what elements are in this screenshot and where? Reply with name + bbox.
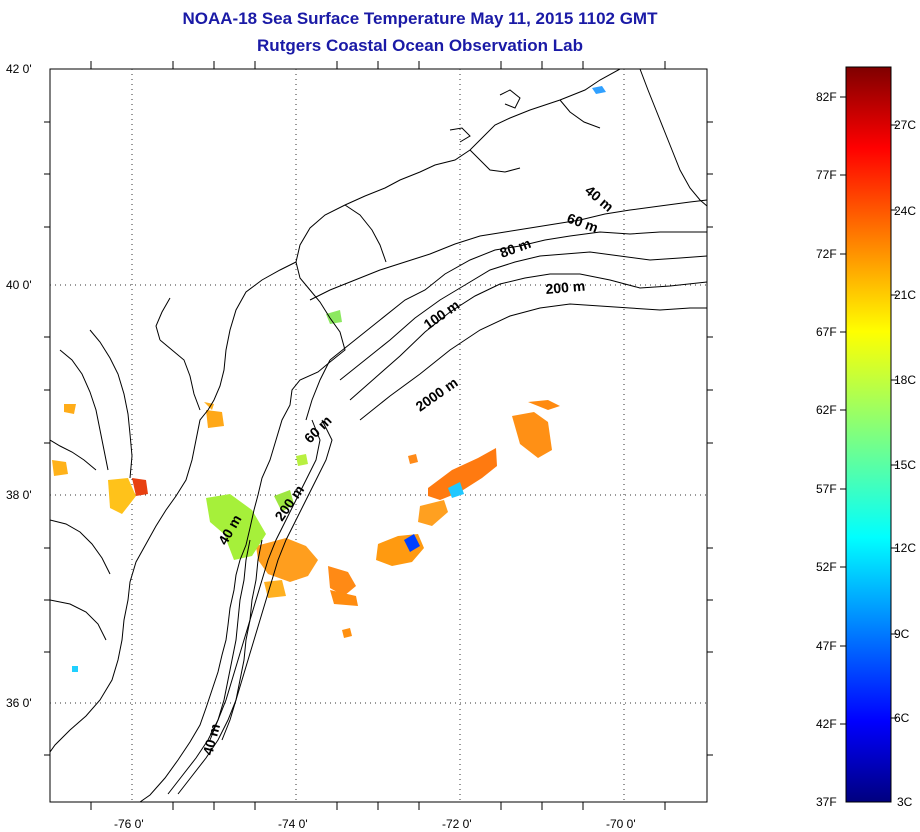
isobath-label-40m-south: 40 m: [199, 722, 223, 757]
sst-patch-delaware: [206, 410, 224, 428]
cb-c-27: 27C: [894, 118, 916, 132]
cb-f-37: 37F: [816, 795, 837, 809]
cb-f-57: 57F: [816, 482, 837, 496]
sst-patch-south-2: [330, 590, 358, 606]
sst-patch-cyan-west: [72, 666, 78, 672]
sst-patch-coast-1: [326, 310, 342, 324]
coastline: [50, 69, 707, 802]
lat-label-36: 36 0': [6, 696, 32, 710]
sst-patch-cape-hatteras: [256, 538, 318, 582]
map-frame: [49, 68, 708, 803]
sst-patch-south-1: [328, 566, 356, 596]
cb-c-18: 18C: [894, 373, 916, 387]
colorbar-celsius-labels: 27C 24C 21C 18C 15C 12C 9C 6C 3C: [894, 118, 916, 809]
cb-c-21: 21C: [894, 288, 916, 302]
lon-label-72: -72 0': [442, 817, 472, 831]
cb-c-12: 12C: [894, 541, 916, 555]
lat-label-42: 42 0': [6, 62, 32, 76]
sst-patch-cool-nj: [206, 494, 266, 560]
sst-patch-west-1: [52, 460, 68, 476]
sst-patch-green-1: [296, 454, 308, 466]
cb-f-62: 62F: [816, 403, 837, 417]
cb-f-82: 82F: [816, 90, 837, 104]
cb-f-42: 42F: [816, 717, 837, 731]
cb-c-15: 15C: [894, 458, 916, 472]
sst-patch-blue: [404, 534, 420, 552]
sst-patch-gulfstream-east: [428, 448, 497, 500]
sst-patch-coast-2: [264, 580, 286, 598]
sst-patch-se-2: [408, 454, 418, 464]
isobaths: [167, 199, 707, 795]
cb-f-52: 52F: [816, 560, 837, 574]
sst-patch-shelfbreak: [418, 500, 448, 526]
cb-c-6: 6C: [894, 711, 910, 725]
colorbar: [845, 66, 892, 803]
sst-patch-ne-corner: [592, 86, 606, 94]
cb-f-47: 47F: [816, 639, 837, 653]
sst-patch-west-2: [64, 404, 76, 414]
sst-patch-cyan: [448, 482, 464, 498]
sst-patches: [52, 86, 606, 672]
lon-label-74: -74 0': [278, 817, 308, 831]
cb-c-24: 24C: [894, 204, 916, 218]
map-subtitle: Rutgers Coastal Ocean Observation Lab: [257, 36, 583, 55]
map-title: NOAA-18 Sea Surface Temperature May 11, …: [182, 9, 658, 28]
lon-label-76: -76 0': [114, 817, 144, 831]
colorbar-celsius-ticks: [891, 124, 897, 719]
sst-patch-se-1: [342, 628, 352, 638]
lat-label-40: 40 0': [6, 278, 32, 292]
graticule: [50, 69, 707, 802]
sst-patch-cool-nj-2: [274, 490, 294, 512]
colorbar-fahrenheit-labels: 82F 77F 72F 67F 62F 57F 52F 47F 42F 37F: [816, 90, 837, 809]
latitude-labels: 42 0' 40 0' 38 0' 36 0': [6, 62, 32, 710]
cb-f-67: 67F: [816, 325, 837, 339]
sst-patch-ne-warm: [512, 412, 552, 458]
sst-patch-ches-bay: [108, 478, 136, 514]
sst-patch-ne-warm-2: [528, 400, 560, 410]
cb-f-72: 72F: [816, 247, 837, 261]
colorbar-fahrenheit-ticks: [840, 96, 846, 725]
sst-patch-ches-red: [132, 478, 148, 496]
cb-c-3: 3C: [897, 795, 913, 809]
cb-f-77: 77F: [816, 168, 837, 182]
lat-label-38: 38 0': [6, 488, 32, 502]
frame-ticks: [44, 61, 713, 810]
lon-label-70: -70 0': [606, 817, 636, 831]
longitude-labels: -76 0' -74 0' -72 0' -70 0': [114, 817, 636, 831]
isobath-label-200m-ne: 200 m: [545, 278, 586, 297]
cb-c-9: 9C: [894, 627, 910, 641]
